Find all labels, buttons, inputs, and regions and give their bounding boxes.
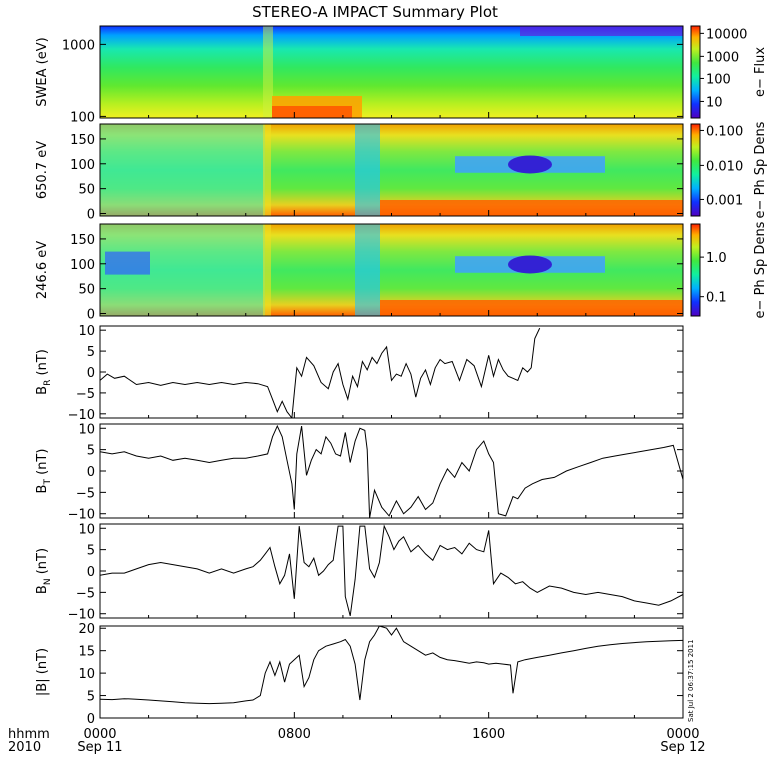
panel-6-ytick-label-2: 10	[78, 667, 95, 682]
time-axis-row-label-2: 2010	[8, 740, 41, 755]
colorbar-1-tick-label-1: 0.010	[706, 159, 743, 174]
panel-6-ytick-label-4: 20	[78, 622, 95, 637]
panel-1-ytick-label-0: 0	[87, 208, 95, 223]
panel-6-ytick-label-3: 15	[78, 645, 95, 660]
colorbar-1-tick-label-2: 0.001	[706, 193, 743, 208]
creation-timestamp: Sat Jul 2 06:37:15 2011	[687, 639, 695, 722]
colorbar-0-tick-label-3: 10	[706, 95, 723, 110]
pa-early-depletion	[105, 251, 150, 275]
heatmap-0-image	[100, 26, 683, 118]
time-tick-label-3: 0000	[666, 727, 699, 742]
panel-5-ytick-label-0: −10	[68, 608, 95, 623]
panel-0-ytick-label-0: 100	[70, 110, 95, 125]
colorbar-2	[690, 223, 701, 317]
colorbar-1-label: e− Ph Sp Dens	[753, 121, 768, 218]
series-line-6	[100, 626, 683, 705]
colorbar-1-tick-label-0: 0.100	[706, 124, 743, 139]
time-tick-date-0: Sep 11	[77, 740, 122, 755]
panel-5-ytick-label-2: 0	[87, 565, 95, 580]
swea-streak	[263, 26, 273, 118]
panel-3-ylabel: BR (nT)	[35, 349, 53, 395]
panel-1-ytick-label-1: 50	[78, 183, 95, 198]
heatmap-1-image	[100, 124, 683, 216]
colorbar-0	[690, 25, 701, 119]
panel-frame-3	[99, 325, 684, 419]
pa-early-region	[100, 124, 265, 216]
panel-3-ytick-label-3: 5	[87, 345, 95, 360]
panel-5-ytick-label-3: 5	[87, 544, 95, 559]
series-line-4	[100, 424, 683, 518]
pa-streak	[263, 224, 271, 316]
panel-2-ytick-label-0: 0	[87, 308, 95, 323]
plot-title: STEREO-A IMPACT Summary Plot	[252, 3, 498, 21]
panel-0-ytick-label-1: 1000	[62, 38, 95, 53]
panel-3-ytick-label-1: −5	[76, 387, 95, 402]
heatmap-2-image	[100, 224, 683, 316]
pa-bottom-band	[380, 300, 683, 316]
panel-2-ytick-label-2: 100	[70, 258, 95, 273]
time-tick-label-0: 0000	[83, 727, 116, 742]
panel-4-ytick-label-1: −5	[76, 486, 95, 501]
panel-1-ylabel: 650.7 eV	[35, 141, 50, 199]
swea-top-band	[520, 26, 683, 36]
swea-enhancement-core	[272, 106, 352, 118]
colorbar-0-tick-label-2: 100	[706, 72, 731, 87]
panel-4-ytick-label-2: 0	[87, 465, 95, 480]
panel-4-ylabel: BT (nT)	[35, 449, 53, 494]
colorbar-1	[690, 123, 701, 217]
panel-2-ylabel: 246.6 eV	[35, 241, 50, 299]
panel-1-ytick-label-2: 100	[70, 158, 95, 173]
panel-6-ytick-label-1: 5	[87, 690, 95, 705]
series-line-5	[100, 524, 683, 617]
panel-0-ylabel: SWEA (eV)	[35, 37, 50, 106]
pa-depletion-core	[508, 255, 552, 274]
panel-frame-4	[99, 423, 684, 519]
pa-gap-region	[355, 224, 380, 316]
panel-3-ytick-label-2: 0	[87, 366, 95, 381]
time-axis-row-label-1: hhmm	[8, 727, 50, 742]
colorbar-0-tick-label-1: 1000	[706, 50, 739, 65]
series-line-3	[100, 327, 541, 418]
panel-2-ytick-label-1: 50	[78, 283, 95, 298]
colorbar-2-tick-label-1: 0.1	[706, 291, 727, 306]
colorbar-2-label: e− Ph Sp Dens	[753, 221, 768, 318]
pa-bottom-band	[380, 200, 683, 216]
panel-6-ylabel: |B| (nT)	[35, 648, 50, 696]
time-tick-date-3: Sep 12	[660, 740, 705, 755]
colorbar-0-label: e− Flux	[753, 47, 768, 97]
pa-depletion-core	[508, 155, 552, 174]
colorbar-0-tick-label-0: 10000	[706, 27, 747, 42]
panel-frame-6	[99, 625, 684, 719]
pa-streak	[263, 124, 271, 216]
colorbar-2-tick-label-0: 1.0	[706, 251, 727, 266]
panel-4-ytick-label-3: 5	[87, 444, 95, 459]
panel-5-ytick-label-1: −5	[76, 586, 95, 601]
panel-4-ytick-label-0: −10	[68, 508, 95, 523]
panel-3-ytick-label-4: 10	[78, 324, 95, 339]
pa-gap-region	[355, 124, 380, 216]
swea-background	[100, 26, 683, 118]
panel-6-ytick-label-0: 0	[87, 712, 95, 727]
panel-5-ylabel: BN (nT)	[35, 548, 53, 594]
time-tick-label-1: 0800	[278, 727, 311, 742]
panel-frame-5	[99, 523, 684, 619]
panel-2-ytick-label-3: 150	[70, 233, 95, 248]
panel-3-ytick-label-0: −10	[68, 408, 95, 423]
panel-1-ytick-label-3: 150	[70, 133, 95, 148]
panel-4-ytick-label-4: 10	[78, 422, 95, 437]
panel-5-ytick-label-4: 10	[78, 522, 95, 537]
time-tick-label-2: 1600	[472, 727, 505, 742]
